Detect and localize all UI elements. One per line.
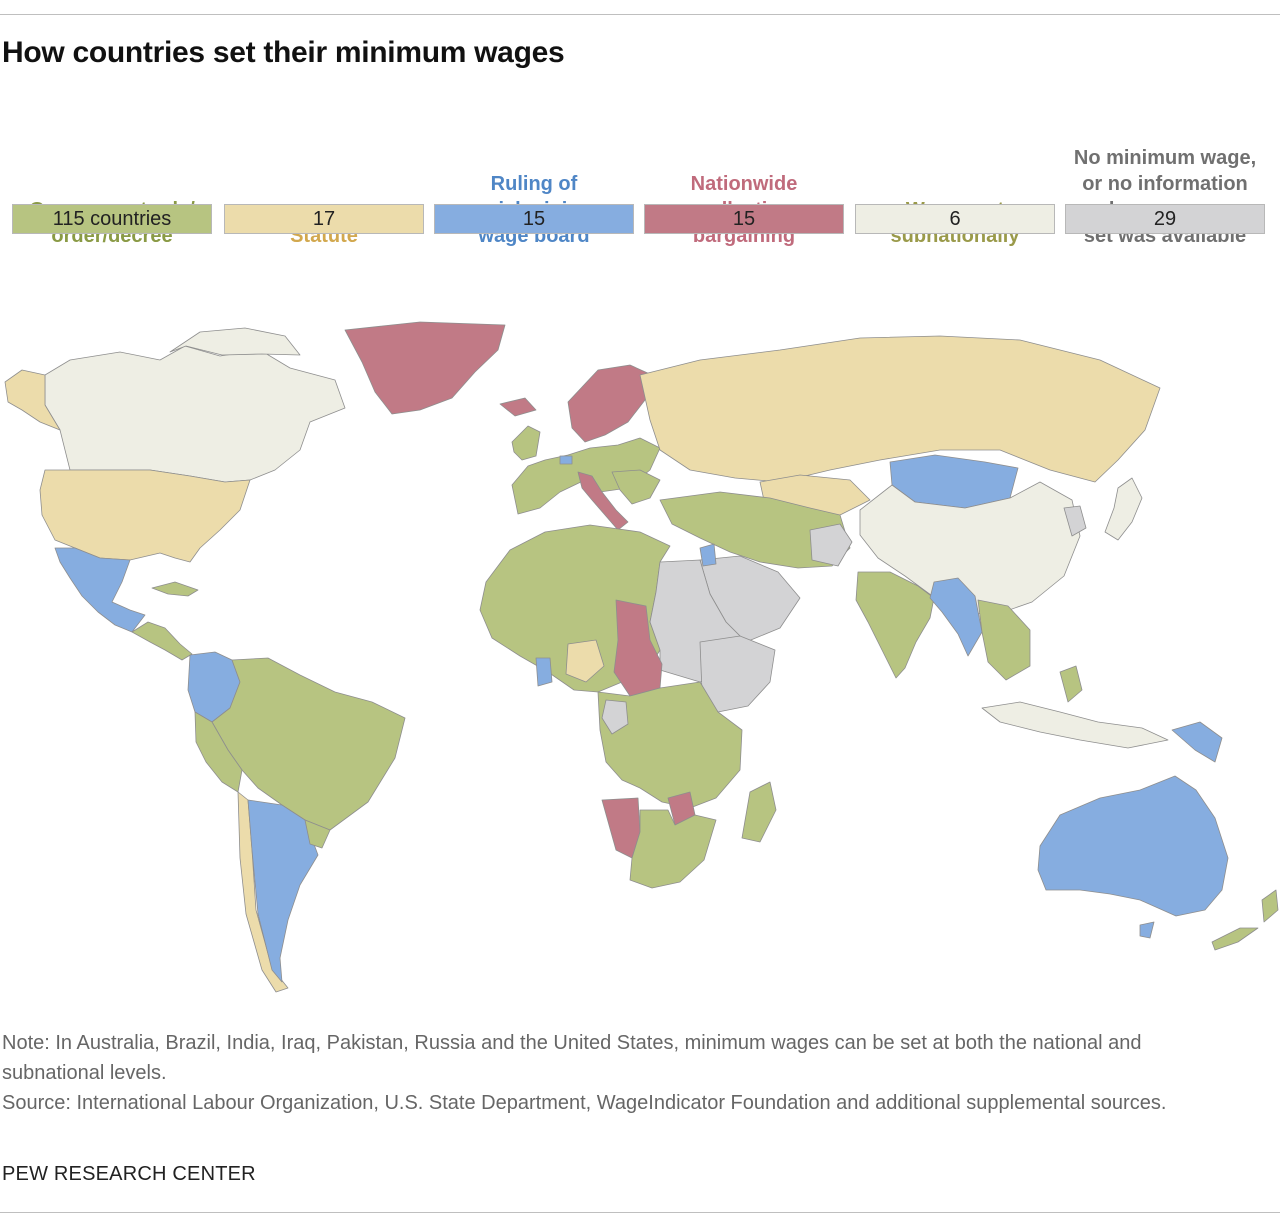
note-text: Note: In Australia, Brazil, India, Iraq,… [2,1032,1142,1084]
chart-title: How countries set their minimum wages [2,36,565,69]
legend-item-subnational: Wages setsubnationally 6 [855,86,1055,291]
map-region-indonesia [981,701,1169,749]
map-region-ghana [535,657,553,687]
legend-count-wage-board: 15 [434,204,634,234]
map-region-middle-east [659,491,851,569]
map-region-papua-new-guinea [1171,721,1223,763]
map-region-tasmania [1139,921,1155,939]
map-region-argentina [247,799,319,983]
map-region-india [855,571,935,679]
map-region-cuba [151,581,199,597]
map-region-southern-africa [629,809,717,889]
legend-item-no-info: No minimum wage,or no informationon how … [1065,86,1265,291]
map-region-afghanistan [809,523,853,567]
map-region-uruguay [304,819,331,849]
map-region-japan [1104,477,1143,541]
map-region-korea [1063,505,1087,537]
map-region-uk-ireland [511,425,541,461]
map-region-central-east-africa [597,681,743,809]
map-region-alaska [4,369,61,431]
legend-count-no-info: 29 [1065,204,1265,234]
source-text: Source: International Labour Organizatio… [2,1092,1167,1114]
map-region-canada [44,345,346,483]
map-region-balkans [611,469,661,505]
legend-item-government: Government rule/order/decree 115 countri… [12,86,212,291]
map-region-drc [601,699,629,735]
map-region-nigeria [565,639,605,683]
map-region-mexico [54,547,146,633]
map-region-china [859,481,1081,617]
legend-item-collective-bargaining: Nationwidecollectivebargaining 15 [644,86,844,291]
legend-count-subnational: 6 [855,204,1055,234]
map-region-scandinavia [567,364,653,443]
map-region-bangladesh-myanmar [929,577,983,657]
legend-count-government: 115 countries [12,204,212,234]
map-note: Note: In Australia, Brazil, India, Iraq,… [2,1028,1242,1118]
map-region-central-america [131,621,193,661]
map-region-southeast-asia [977,599,1031,681]
map-region-arctic-islands [169,327,301,356]
legend-count-statute: 17 [224,204,424,234]
source-brand: PEW RESEARCH CENTER [2,1163,256,1185]
top-rule [0,14,1280,15]
map-region-australia [1037,775,1229,917]
map-region-greenland [344,321,506,415]
legend-count-collective-bargaining: 15 [644,204,844,234]
map-region-belgium [559,455,573,465]
map-region-philippines [1059,665,1083,703]
map-region-russia [639,335,1161,483]
map-region-united-states [39,469,251,563]
bottom-rule [0,1212,1280,1213]
map-region-new-zealand [1211,889,1279,951]
map-region-madagascar [741,781,777,843]
map-region-italy [577,471,629,531]
map-region-namibia [601,797,641,859]
world-map [4,321,1279,993]
map-region-iceland [499,397,537,417]
map-region-jordan [699,543,717,567]
legend-item-statute: Statute 17 [224,86,424,291]
